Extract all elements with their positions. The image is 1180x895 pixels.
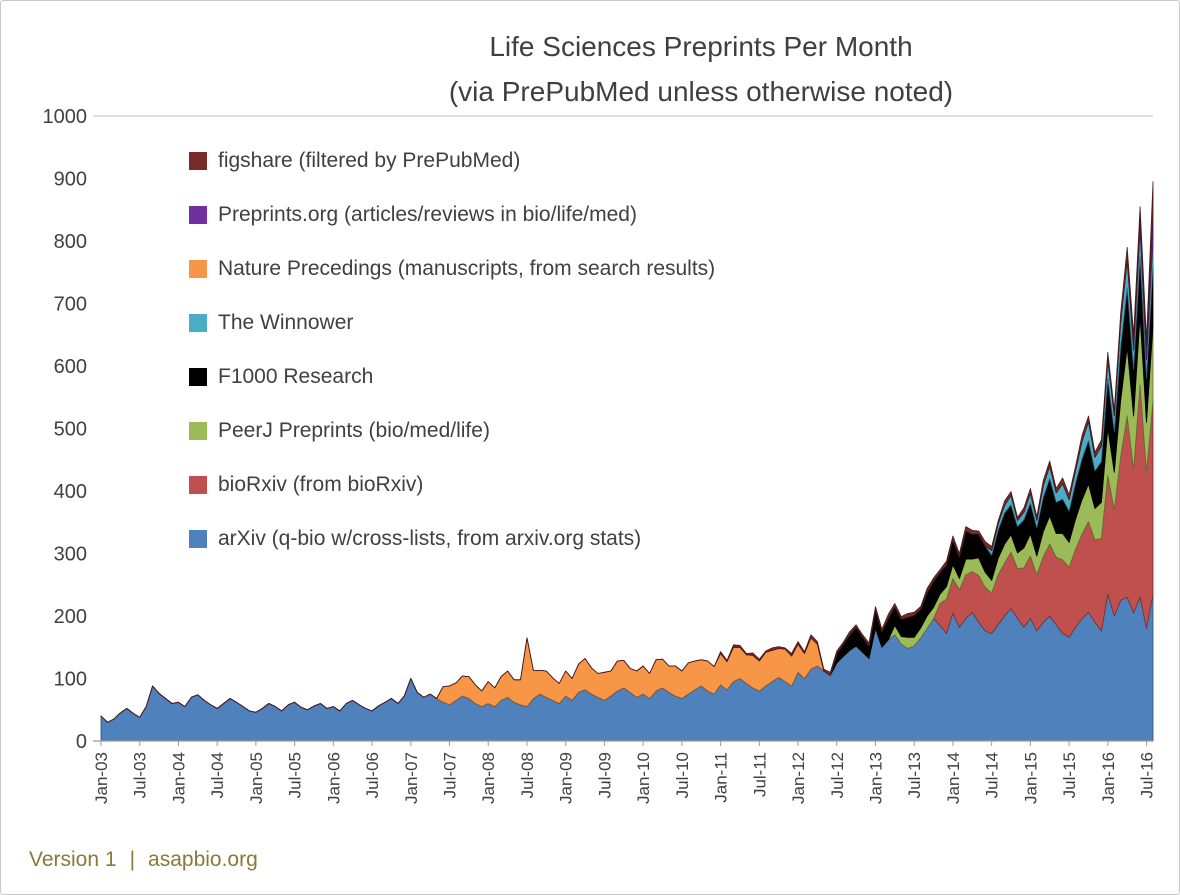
x-tick-label: Jul-12 [828, 752, 847, 798]
x-tick-label: Jan-16 [1099, 752, 1118, 804]
x-tick-label: Jan-03 [92, 752, 111, 804]
legend-swatch-arxiv [189, 530, 207, 548]
legend-swatch-the-winnower [189, 314, 207, 332]
chart-title: Life Sciences Preprints Per Month (via P… [241, 25, 1161, 115]
x-tick-label: Jan-06 [324, 752, 343, 804]
y-tick-label: 0 [76, 731, 87, 753]
legend-item-figshare: figshare (filtered by PrePubMed) [189, 149, 715, 173]
legend-swatch-preprints-org [189, 206, 207, 224]
y-tick-label: 500 [54, 419, 87, 441]
x-tick-label: Jul-11 [750, 752, 769, 797]
legend-label: Preprints.org (articles/reviews in bio/l… [218, 203, 637, 226]
x-tick-label: Jan-13 [866, 752, 885, 804]
x-tick-label: Jan-09 [557, 752, 576, 804]
x-tick-label: Jul-08 [518, 752, 537, 798]
x-tick-label: Jan-10 [634, 752, 653, 804]
legend-item-f1000-research: F1000 Research [189, 365, 715, 389]
legend-swatch-biorxiv [189, 476, 207, 494]
legend-item-peerj-preprints: PeerJ Preprints (bio/med/life) [189, 419, 715, 443]
legend-label: Nature Precedings (manuscripts, from sea… [218, 257, 716, 280]
x-tick-label: Jan-08 [479, 752, 498, 804]
legend-label: PeerJ Preprints (bio/med/life) [218, 419, 490, 442]
x-tick-label: Jul-09 [595, 752, 614, 798]
legend-label: F1000 Research [218, 365, 374, 388]
footer-separator: | [129, 848, 136, 871]
y-tick-label: 700 [54, 294, 87, 316]
site-label: asapbio.org [148, 848, 258, 871]
x-tick-label: Jan-15 [1021, 752, 1040, 804]
y-tick-label: 900 [54, 169, 87, 191]
x-tick-label: Jan-04 [169, 752, 188, 804]
legend-item-the-winnower: The Winnower [189, 311, 715, 335]
footer: Version 1 | asapbio.org [29, 848, 258, 872]
legend-label: The Winnower [218, 311, 354, 334]
chart-title-line1: Life Sciences Preprints Per Month [489, 31, 913, 62]
legend-swatch-peerj-preprints [189, 422, 207, 440]
legend-swatch-figshare [189, 152, 207, 170]
y-tick-label: 200 [54, 606, 87, 628]
version-label: Version 1 [29, 848, 117, 871]
x-tick-label: Jul-13 [905, 752, 924, 798]
legend-label: bioRxiv (from bioRxiv) [218, 473, 424, 496]
legend-label: arXiv (q-bio w/cross-lists, from arxiv.o… [218, 527, 642, 550]
legend-swatch-f1000-research [189, 368, 207, 386]
y-tick-label: 1000 [43, 106, 88, 128]
y-tick-label: 600 [54, 356, 87, 378]
x-tick-label: Jul-05 [286, 752, 305, 798]
legend-item-arxiv: arXiv (q-bio w/cross-lists, from arxiv.o… [189, 527, 715, 551]
x-tick-label: Jul-15 [1060, 752, 1079, 798]
x-tick-label: Jul-03 [131, 752, 150, 798]
x-tick-label: Jul-10 [673, 752, 692, 798]
legend-swatch-nature-precedings [189, 260, 207, 278]
x-tick-label: Jul-07 [441, 752, 460, 798]
legend-item-preprints-org: Preprints.org (articles/reviews in bio/l… [189, 203, 715, 227]
y-tick-label: 400 [54, 481, 87, 503]
x-tick-label: Jan-05 [247, 752, 266, 804]
x-tick-label: Jul-14 [983, 752, 1002, 798]
x-tick-label: Jan-11 [712, 752, 731, 803]
legend-item-nature-precedings: Nature Precedings (manuscripts, from sea… [189, 257, 715, 281]
chart-legend: figshare (filtered by PrePubMed) Preprint… [189, 149, 715, 581]
y-tick-label: 300 [54, 544, 87, 566]
y-tick-label: 800 [54, 231, 87, 253]
chart-title-line2: (via PrePubMed unless otherwise noted) [448, 75, 954, 107]
x-tick-label: Jul-16 [1138, 752, 1157, 798]
legend-label: figshare (filtered by PrePubMed) [218, 149, 521, 172]
x-tick-label: Jan-07 [402, 752, 421, 804]
legend-item-biorxiv: bioRxiv (from bioRxiv) [189, 473, 715, 497]
x-tick-label: Jul-04 [208, 752, 227, 798]
x-tick-label: Jan-12 [789, 752, 808, 804]
x-tick-label: Jul-06 [363, 752, 382, 798]
area-figshare [100, 181, 1154, 723]
x-tick-label: Jan-14 [944, 752, 963, 804]
y-tick-label: 100 [54, 669, 87, 691]
